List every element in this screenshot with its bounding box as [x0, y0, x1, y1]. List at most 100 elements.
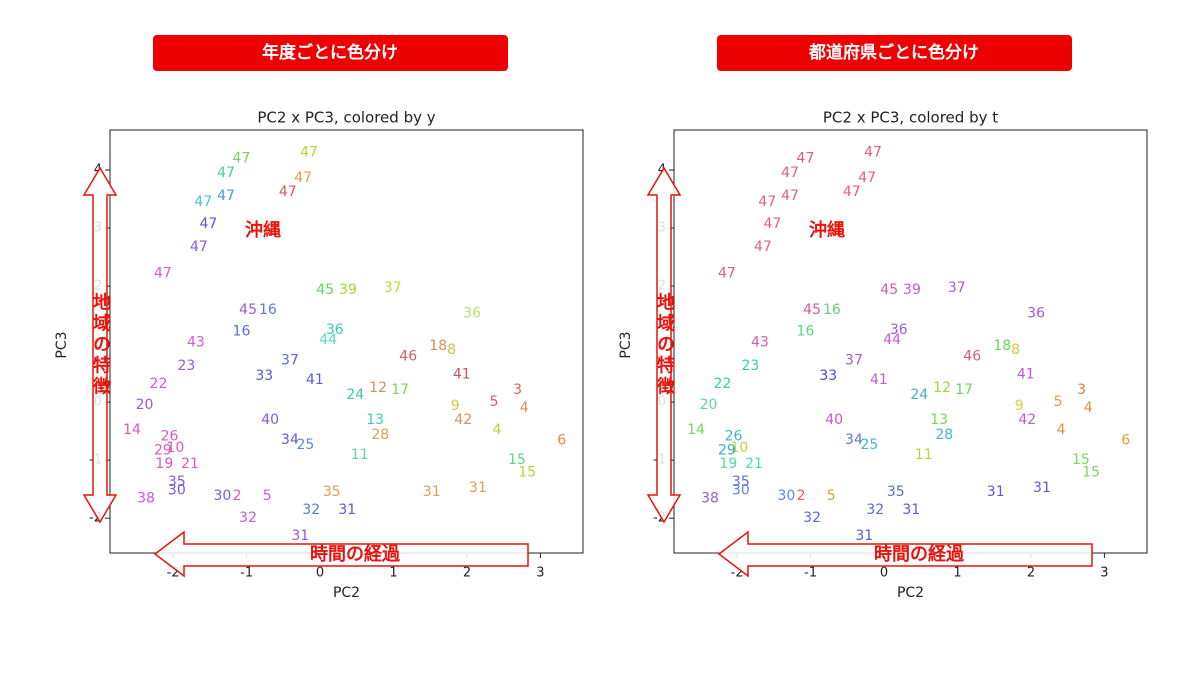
point-label: 10	[166, 440, 184, 456]
point-label: 4	[493, 422, 502, 438]
point-label: 4	[520, 400, 529, 416]
x-tick-label: -1	[804, 566, 817, 581]
point-label: 34	[281, 432, 299, 448]
point-label: 42	[454, 412, 472, 428]
point-label: 15	[518, 464, 536, 480]
point-label: 5	[490, 394, 499, 410]
point-label: 23	[177, 358, 195, 374]
x-axis-label: PC2	[333, 585, 360, 601]
point-label: 47	[781, 188, 799, 204]
point-label: 47	[843, 184, 861, 200]
y-arrow-text: 地域の特徴	[654, 291, 676, 397]
point-label: 6	[557, 432, 566, 448]
x-arrow	[717, 530, 1093, 578]
point-label: 28	[371, 427, 389, 443]
banner-text: 年度ごとに色分け	[262, 42, 398, 63]
point-label: 2	[233, 488, 242, 504]
x-tick-label: 2	[1027, 566, 1035, 581]
chart-title: PC2 x PC3, colored by y	[257, 109, 435, 127]
point-label: 34	[845, 432, 863, 448]
x-tick-label: 3	[1100, 566, 1108, 581]
point-label: 46	[963, 348, 981, 364]
point-label: 32	[302, 502, 320, 518]
y-axis-label: PC3	[618, 331, 634, 358]
banner-text: 都道府県ごとに色分け	[808, 42, 979, 63]
point-label: 25	[860, 437, 878, 453]
point-label: 28	[935, 427, 953, 443]
point-label: 14	[123, 422, 141, 438]
point-label: 10	[730, 440, 748, 456]
point-label: 40	[825, 412, 843, 428]
point-label: 11	[915, 447, 933, 463]
region-note: 沖縄	[809, 219, 845, 241]
point-label: 38	[701, 490, 719, 506]
point-label: 45	[316, 282, 334, 298]
point-label: 15	[508, 452, 526, 468]
point-label: 11	[351, 447, 369, 463]
point-label: 19	[719, 456, 737, 472]
point-label: 30	[168, 482, 186, 498]
point-label: 41	[453, 366, 471, 382]
point-label: 47	[754, 239, 772, 255]
point-label: 5	[827, 488, 836, 504]
point-label: 47	[233, 150, 251, 166]
point-label: 47	[764, 216, 782, 232]
x-tick-label: 1	[389, 566, 397, 581]
point-label: 43	[187, 334, 205, 350]
point-label: 36	[890, 322, 908, 338]
point-label: 31	[902, 502, 920, 518]
point-label: 36	[1027, 305, 1045, 321]
point-label: 43	[751, 334, 769, 350]
point-label: 35	[323, 484, 341, 500]
point-label: 35	[887, 484, 905, 500]
point-label: 26	[725, 428, 743, 444]
x-arrow	[153, 530, 529, 578]
x-tick-label: 2	[463, 566, 471, 581]
point-label: 47	[154, 265, 172, 281]
point-label: 17	[955, 382, 973, 398]
point-label: 45	[803, 302, 821, 318]
point-label: 15	[1082, 464, 1100, 480]
banner	[153, 35, 508, 71]
point-label: 21	[181, 456, 199, 472]
y-arrow-text: 地域の特徴	[90, 291, 112, 397]
point-label: 16	[233, 323, 251, 339]
point-label: 5	[1054, 394, 1063, 410]
point-label: 37	[845, 352, 863, 368]
point-label: 9	[451, 398, 460, 414]
region-note: 沖縄	[245, 219, 281, 241]
x-axis-label: PC2	[897, 585, 924, 601]
y-tick-label: 4	[658, 163, 666, 178]
point-label: 12	[933, 380, 951, 396]
point-label: 44	[883, 332, 901, 348]
point-label: 37	[281, 352, 299, 368]
y-axis-label: PC3	[54, 331, 70, 358]
point-label: 30	[213, 488, 231, 504]
point-label: 22	[150, 376, 168, 392]
point-label: 47	[190, 239, 208, 255]
point-label: 29	[718, 442, 736, 458]
point-label: 14	[687, 422, 705, 438]
point-label: 38	[137, 490, 155, 506]
point-label: 33	[255, 368, 273, 384]
point-label: 17	[391, 382, 409, 398]
x-arrow-text: 時間の経過	[310, 543, 401, 565]
point-label: 35	[168, 474, 186, 490]
point-label: 41	[870, 372, 888, 388]
point-label: 36	[463, 305, 481, 321]
x-tick-label: -1	[240, 566, 253, 581]
point-label: 2	[797, 488, 806, 504]
banner	[717, 35, 1072, 71]
point-label: 47	[781, 165, 799, 181]
y-tick-label: 4	[94, 163, 102, 178]
point-label: 44	[319, 332, 337, 348]
x-tick-label: 3	[536, 566, 544, 581]
point-label: 39	[339, 282, 357, 298]
point-label: 13	[366, 412, 384, 428]
point-label: 23	[741, 358, 759, 374]
point-label: 39	[903, 282, 921, 298]
point-label: 32	[866, 502, 884, 518]
x-tick-label: 0	[316, 566, 324, 581]
point-label: 31	[987, 484, 1005, 500]
